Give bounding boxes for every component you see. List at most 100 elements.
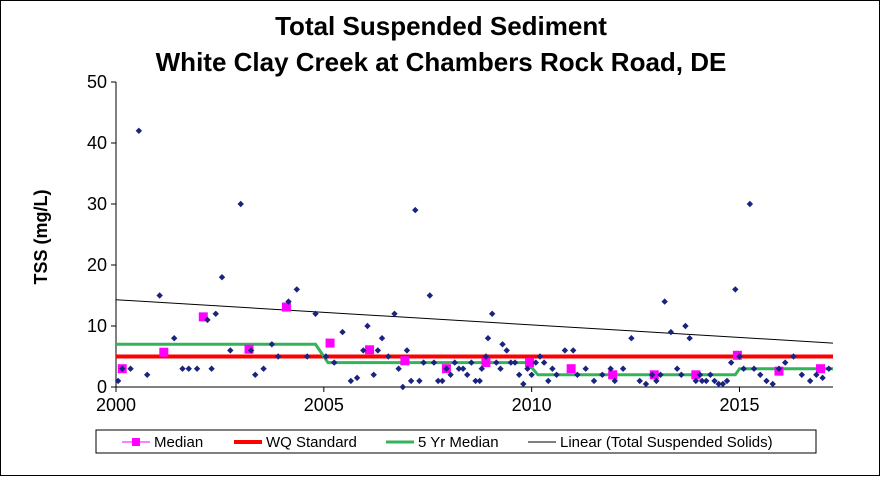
legend-median-marker xyxy=(132,438,140,446)
sample-point xyxy=(420,359,427,366)
sample-point xyxy=(678,371,685,378)
sample-point xyxy=(648,371,656,378)
sample-point xyxy=(769,380,776,388)
median-marker xyxy=(198,312,208,322)
sample-point xyxy=(455,365,463,372)
median-marker xyxy=(691,370,701,380)
sample-point xyxy=(476,377,483,385)
sample-point xyxy=(374,347,382,354)
sample-point xyxy=(274,353,282,360)
sample-point xyxy=(488,310,496,317)
sample-point xyxy=(114,377,122,385)
sample-point xyxy=(719,380,727,388)
sample-point xyxy=(468,359,475,366)
sample-point xyxy=(218,274,226,281)
sample-point xyxy=(430,359,438,366)
sample-point xyxy=(370,371,377,378)
sample-point xyxy=(825,365,833,372)
sample-point xyxy=(520,380,527,388)
sample-point xyxy=(790,353,797,360)
sample-point xyxy=(247,347,255,354)
sample-point xyxy=(628,335,635,342)
sample-point xyxy=(193,365,201,372)
median-marker xyxy=(525,358,535,368)
median-marker xyxy=(325,338,335,348)
median-marker xyxy=(732,350,742,360)
sample-point xyxy=(703,377,710,385)
sample-point xyxy=(806,377,814,385)
sample-point xyxy=(661,298,668,305)
sample-point xyxy=(636,377,643,385)
sample-point xyxy=(819,374,826,382)
sample-point xyxy=(696,371,704,378)
y-axis-label: TSS (mg/L) xyxy=(31,190,51,285)
sample-point xyxy=(395,365,402,372)
sample-point xyxy=(736,353,743,360)
sample-point xyxy=(740,365,747,372)
sample-point xyxy=(304,353,311,360)
sample-point xyxy=(607,365,614,372)
median-marker xyxy=(159,347,169,357)
y-tick-label: 0 xyxy=(97,377,107,397)
sample-point xyxy=(775,365,783,372)
sample-point xyxy=(682,322,689,330)
sample-point xyxy=(353,374,361,382)
sample-point xyxy=(611,377,618,385)
sample-point xyxy=(260,365,267,372)
sample-point xyxy=(439,377,446,385)
sample-point xyxy=(170,335,178,342)
median-marker xyxy=(566,364,576,374)
sample-point xyxy=(813,371,820,378)
sample-point xyxy=(798,371,806,378)
sample-point xyxy=(179,365,186,372)
sample-point xyxy=(407,377,415,385)
median-marker xyxy=(244,344,254,354)
sample-point xyxy=(715,380,722,388)
median-marker xyxy=(281,302,291,312)
sample-point xyxy=(443,365,450,372)
sample-point xyxy=(619,365,627,372)
x-tick-label: 2000 xyxy=(96,395,136,415)
sample-point xyxy=(478,365,485,372)
sample-point xyxy=(347,377,355,385)
sample-point xyxy=(399,383,406,391)
sample-point xyxy=(204,316,211,324)
sample-point xyxy=(545,377,552,385)
sample-point xyxy=(532,359,540,366)
legend-median-label: Median xyxy=(154,434,203,451)
sample-point xyxy=(574,371,581,378)
sample-point xyxy=(127,365,134,372)
y-tick-label: 10 xyxy=(87,316,107,336)
sample-point xyxy=(293,286,301,293)
median-marker xyxy=(400,356,410,366)
sample-point xyxy=(711,377,718,385)
sample-point xyxy=(599,371,606,378)
sample-point xyxy=(763,377,770,385)
sample-point xyxy=(412,206,419,214)
plot-area: 0 10 20 30 40 50 2000 2005 2010 2015 xyxy=(87,72,834,415)
sample-point xyxy=(227,347,234,354)
sample-point xyxy=(385,353,392,360)
y-tick-label: 30 xyxy=(87,194,107,214)
sample-point xyxy=(472,377,479,385)
sample-point xyxy=(434,377,442,385)
sample-point xyxy=(208,365,215,372)
sample-point xyxy=(185,365,192,372)
sample-point xyxy=(391,310,398,317)
legend-linear-label: Linear (Total Suspended Solids) xyxy=(560,434,773,451)
sample-point xyxy=(499,341,506,348)
sample-point xyxy=(464,371,471,378)
sample-point xyxy=(252,371,259,378)
sample-point xyxy=(497,365,504,372)
sample-point xyxy=(339,328,346,336)
x-tick-label: 2005 xyxy=(304,395,344,415)
sample-point xyxy=(135,127,143,134)
sample-point xyxy=(482,353,490,360)
sample-point xyxy=(590,377,598,385)
sample-point xyxy=(540,359,548,366)
sample-point xyxy=(331,359,338,366)
sample-point xyxy=(750,365,758,372)
sample-point xyxy=(692,377,700,385)
